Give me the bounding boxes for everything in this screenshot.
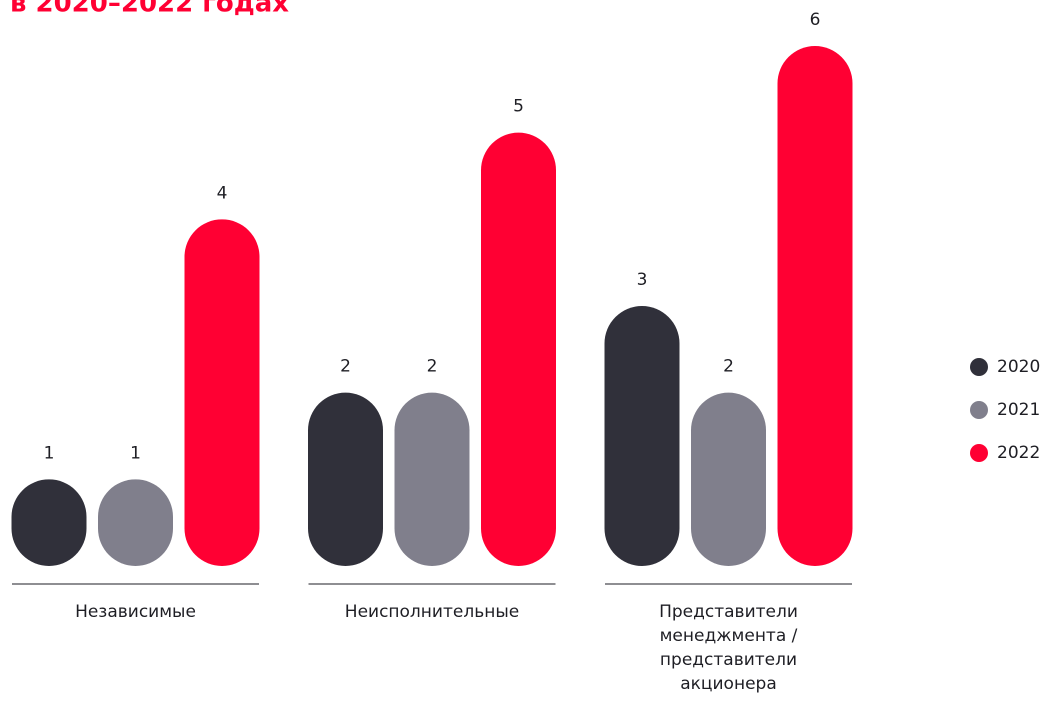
legend-marker bbox=[970, 358, 988, 376]
value-label: 6 bbox=[810, 10, 821, 30]
bar bbox=[11, 479, 87, 566]
x-tick-label: Независимые bbox=[75, 602, 196, 622]
value-label: 1 bbox=[130, 443, 141, 463]
value-label: 5 bbox=[513, 97, 524, 117]
value-label: 4 bbox=[217, 183, 228, 203]
legend-label: 2022 bbox=[997, 443, 1040, 463]
bar bbox=[691, 392, 766, 566]
legend-marker bbox=[970, 444, 988, 462]
bar bbox=[98, 479, 173, 566]
x-tick-label: Неисполнительные bbox=[344, 602, 520, 622]
bar bbox=[394, 392, 470, 566]
bar bbox=[184, 219, 260, 567]
chart-title: в 2020–2022 годах bbox=[10, 0, 289, 19]
bar bbox=[604, 306, 680, 566]
bar bbox=[481, 132, 556, 566]
x-tick-label: Представители менеджмента / представител… bbox=[659, 602, 798, 694]
value-label: 2 bbox=[427, 357, 438, 377]
value-label: 2 bbox=[723, 357, 734, 377]
value-label: 1 bbox=[44, 443, 55, 463]
legend-label: 2020 bbox=[997, 357, 1040, 377]
value-label: 3 bbox=[637, 270, 648, 290]
bar bbox=[308, 392, 383, 566]
bar bbox=[777, 46, 853, 566]
value-label: 2 bbox=[340, 357, 351, 377]
legend-marker bbox=[970, 401, 988, 419]
legend-label: 2021 bbox=[997, 400, 1040, 420]
